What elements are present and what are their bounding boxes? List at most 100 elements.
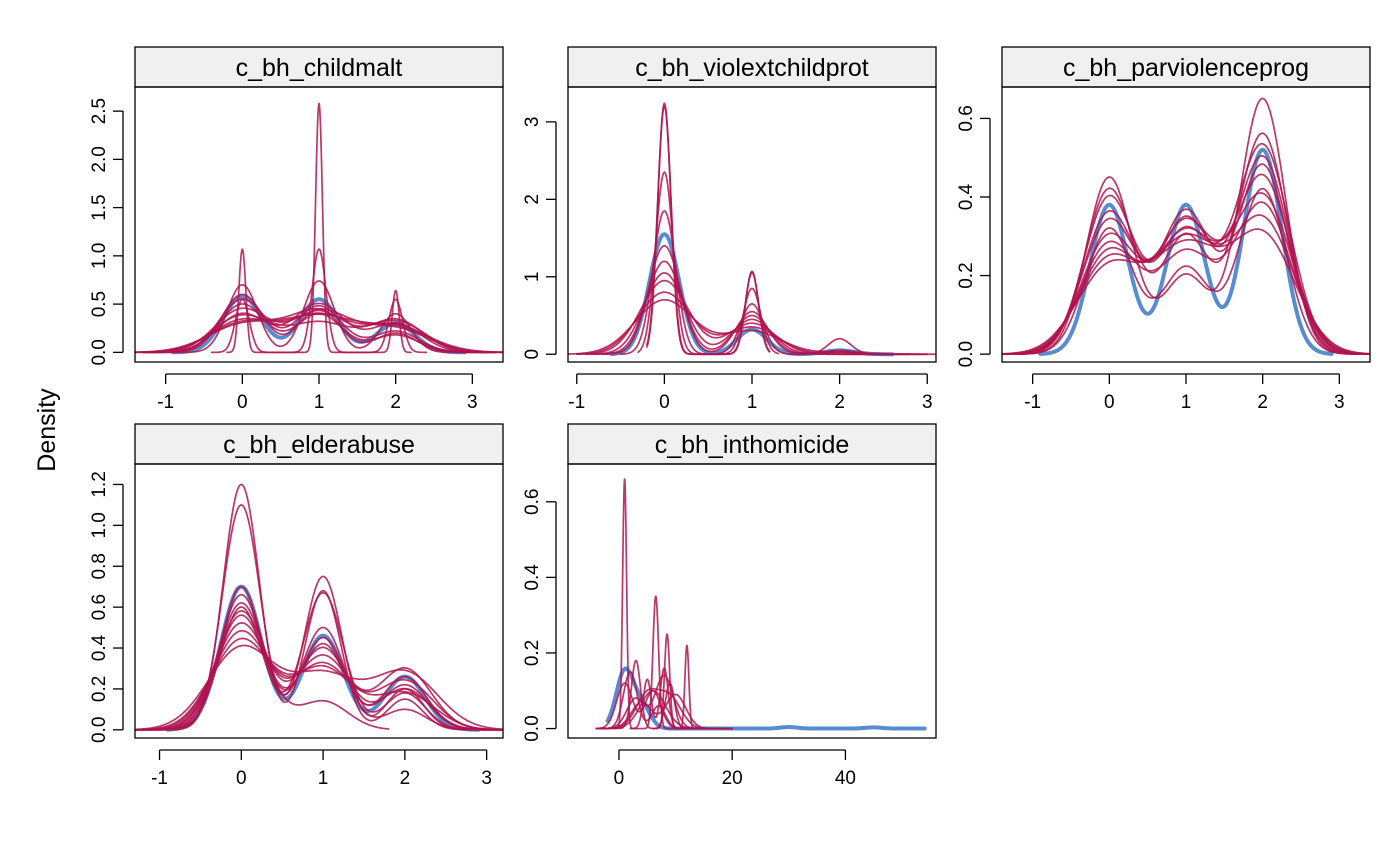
panel-strip <box>1001 46 1371 88</box>
y-tick-label: 0.6 <box>956 105 977 131</box>
y-tick-label: 0.5 <box>89 291 110 317</box>
x-tick-label: 1 <box>747 392 758 413</box>
x-tick-label: 1 <box>314 392 325 413</box>
y-tick-label: 2.0 <box>89 146 110 172</box>
imputed-density-line-10 <box>135 644 503 731</box>
y-tick-label: 0.2 <box>522 640 543 666</box>
imputed-density-line-11 <box>158 614 390 731</box>
y-tick-label: 2 <box>522 194 543 205</box>
panel-frame <box>1001 86 1371 363</box>
y-tick-label: 0.8 <box>89 553 110 579</box>
panel-c_bh_inthomicide: c_bh_inthomicide 0 20 40 0.0 0.2 0.4 0.6 <box>522 423 937 789</box>
y-tick-label: 0.4 <box>89 634 110 661</box>
panel-c_bh_childmalt: c_bh_childmalt -1 0 1 2 3 0.0 0.5 1.0 1.5 2.0 2.5 <box>89 46 504 413</box>
panel-frame <box>567 463 937 739</box>
imputed-density-line-10 <box>1002 201 1370 355</box>
x-tick-label: 3 <box>922 392 933 413</box>
x-tick-label: 40 <box>835 768 856 789</box>
y-axis: 0.0 0.5 1.0 1.5 2.0 2.5 <box>89 98 124 366</box>
imputed-density-line-7 <box>135 622 503 731</box>
density-lines <box>595 478 927 731</box>
imputed-density-line-11 <box>595 693 734 730</box>
imputed-density-line-2 <box>635 595 677 730</box>
imputed-density-line-1 <box>646 102 771 356</box>
x-axis: -1 0 1 2 3 <box>568 373 933 413</box>
panel-title: c_bh_elderabuse <box>223 431 415 459</box>
panel-title: c_bh_inthomicide <box>655 431 850 459</box>
panel-frame <box>567 86 937 363</box>
x-tick-label: 3 <box>1334 392 1345 413</box>
y-tick-label: 1.5 <box>89 194 110 220</box>
x-tick-label: 0 <box>236 768 247 789</box>
x-tick-label: 2 <box>1257 392 1268 413</box>
panel-c_bh_parviolenceprog: c_bh_parviolenceprog -1 0 1 2 3 0.0 0.2 0.4 0.6 <box>956 46 1371 413</box>
imputed-density-line-5 <box>210 248 428 354</box>
panel-strip <box>134 423 504 465</box>
imputed-density-line-11 <box>1002 187 1370 355</box>
y-tick-label: 0.0 <box>522 715 543 741</box>
x-tick-label: 2 <box>390 392 401 413</box>
y-axis: 0 1 2 3 <box>522 117 557 360</box>
y-tick-label: 1.0 <box>89 512 110 538</box>
x-axis: -1 0 1 2 3 <box>157 373 478 413</box>
panels-container: c_bh_childmalt -1 0 1 2 3 0.0 0.5 1.0 1.5 2.0 2.5 c_… <box>89 46 1371 789</box>
density-lines <box>568 102 936 357</box>
y-tick-label: 0.6 <box>522 489 543 515</box>
imputed-density-line-12 <box>135 307 503 354</box>
imputed-density-line-8 <box>575 279 929 356</box>
y-tick-label: 0.4 <box>522 564 543 591</box>
imputed-density-line-6 <box>149 280 489 354</box>
imputed-density-line-1 <box>135 483 503 731</box>
x-tick-label: -1 <box>568 392 585 413</box>
y-axis-title: Density <box>33 388 61 472</box>
panel-frame <box>134 463 504 739</box>
imputed-density-line-2 <box>646 105 771 356</box>
panel-title: c_bh_violextchildprot <box>635 54 869 82</box>
imputed-density-line-4 <box>226 102 412 354</box>
x-tick-label: -1 <box>151 768 168 789</box>
imputed-density-line-9 <box>141 302 497 354</box>
y-tick-label: 0.0 <box>956 341 977 367</box>
imputed-density-line-9 <box>135 637 503 731</box>
x-tick-label: 0 <box>614 768 625 789</box>
y-tick-label: 0.6 <box>89 594 110 620</box>
y-axis: 0.0 0.2 0.4 0.6 <box>956 105 991 367</box>
panel-title: c_bh_parviolenceprog <box>1063 54 1309 82</box>
y-tick-label: 0.0 <box>89 717 110 743</box>
density-lines <box>135 102 503 355</box>
panel-title: c_bh_childmalt <box>236 54 403 82</box>
x-tick-label: 3 <box>481 768 492 789</box>
y-tick-label: 0.4 <box>956 183 977 210</box>
imputed-density-line-4 <box>619 210 885 356</box>
imputed-density-line-12 <box>629 667 694 730</box>
x-tick-label: 2 <box>400 768 411 789</box>
panel-strip <box>134 46 504 88</box>
density-lines <box>135 483 503 732</box>
x-tick-label: 1 <box>1181 392 1192 413</box>
y-tick-label: 3 <box>522 117 543 128</box>
x-tick-label: 20 <box>722 768 743 789</box>
imputed-density-line-7 <box>584 272 920 356</box>
panel-frame <box>134 86 504 363</box>
y-tick-label: 1 <box>522 271 543 282</box>
x-tick-label: 0 <box>1104 392 1115 413</box>
y-axis: 0.0 0.2 0.4 0.6 0.8 1.0 1.2 <box>89 471 124 743</box>
imputed-density-line-3 <box>135 585 503 731</box>
x-tick-label: 3 <box>467 392 478 413</box>
panel-c_bh_violextchildprot: c_bh_violextchildprot -1 0 1 2 3 0 1 2 3 <box>522 46 937 413</box>
imputed-density-line-10 <box>568 298 936 356</box>
x-tick-label: 0 <box>659 392 670 413</box>
imputed-density-line-2 <box>135 504 503 731</box>
y-axis: 0.0 0.2 0.4 0.6 <box>522 489 557 742</box>
x-axis: -1 0 1 2 3 <box>151 749 492 789</box>
y-tick-label: 2.5 <box>89 98 110 124</box>
density-lines <box>1002 97 1370 356</box>
y-tick-label: 0.2 <box>956 262 977 288</box>
x-tick-label: 1 <box>318 768 329 789</box>
x-axis: -1 0 1 2 3 <box>1024 373 1345 413</box>
imputed-density-line-5 <box>602 244 902 356</box>
imputed-density-line-12 <box>135 606 503 731</box>
panel-c_bh_elderabuse: c_bh_elderabuse -1 0 1 2 3 0.0 0.2 0.4 0.6 0.8 1.0 1… <box>89 423 504 789</box>
x-tick-label: 2 <box>834 392 845 413</box>
